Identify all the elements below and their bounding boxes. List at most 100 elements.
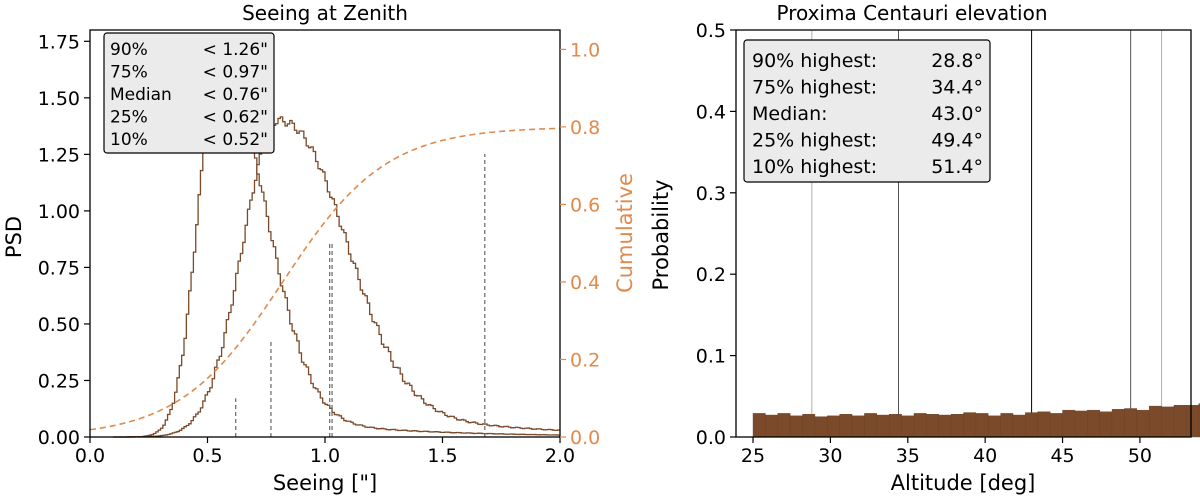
seeing-legend-label: 90% (110, 40, 148, 60)
elevation-x-tick-label: 40 (973, 445, 997, 467)
seeing-cumulative-axis: 0.0 0.2 0.4 0.6 0.8 1.0 (560, 39, 600, 449)
seeing-x-tick-label: 2.0 (545, 445, 575, 467)
elevation-bar (1111, 409, 1125, 438)
elevation-bar (1099, 411, 1113, 438)
seeing-histogram-series (112, 116, 560, 438)
seeing-legend-value: < 0.62" (203, 108, 268, 128)
seeing-legend-label: Median (110, 85, 172, 105)
seeing-legend-box (103, 32, 275, 154)
elevation-legend-value: 51.4° (931, 156, 983, 178)
elevation-bar (765, 414, 778, 438)
seeing-legend-value: < 0.76" (203, 85, 268, 105)
elevation-legend-box (743, 39, 991, 183)
elevation-legend-label: 90% highest: (752, 50, 877, 72)
elevation-y-tick-label: 0.3 (696, 183, 726, 205)
elevation-bar (901, 415, 915, 438)
elevation-bar (839, 414, 853, 438)
seeing-y2-tick-label: 0.6 (570, 194, 600, 216)
elevation-y-tick-label: 0.5 (696, 20, 726, 42)
elevation-chart: Proxima Centauri elevation 25 30 35 40 45 50 … (649, 1, 1200, 495)
seeing-y-tick-label: 1.75 (38, 31, 80, 53)
elevation-y-axis: 0.0 0.1 0.2 0.3 0.4 0.5 (696, 20, 736, 449)
elevation-legend-label: 10% highest: (752, 156, 877, 178)
seeing-y2-tick-label: 0.0 (570, 427, 600, 449)
elevation-bar (1012, 414, 1026, 438)
elevation-bar (1049, 413, 1063, 438)
elevation-bar (789, 415, 803, 438)
elevation-x-tick-label: 50 (1128, 445, 1152, 467)
seeing-plot-area (89, 60, 561, 438)
seeing-legend-value: < 0.52" (203, 130, 268, 150)
elevation-bar (1198, 403, 1200, 438)
seeing-x-axis-label: Seeing ["] (273, 471, 377, 495)
elevation-bar (777, 413, 791, 438)
seeing-x-axis: 0.0 0.5 1.0 1.5 2.0 (75, 437, 575, 467)
elevation-bar (1149, 405, 1162, 438)
seeing-cumulative-curve (89, 127, 561, 431)
elevation-y-tick-label: 0.4 (696, 101, 726, 123)
elevation-bar (864, 413, 878, 438)
seeing-legend-label: 75% (110, 63, 148, 83)
elevation-x-tick-label: 45 (1050, 445, 1074, 467)
elevation-bar (926, 414, 939, 438)
seeing-y-tick-label: 0.25 (38, 370, 80, 392)
seeing-y-tick-label: 0.50 (38, 314, 80, 336)
elevation-x-axis: 25 30 35 40 45 50 (741, 437, 1152, 467)
seeing-y-tick-label: 1.00 (38, 201, 80, 223)
elevation-bar (1074, 410, 1088, 438)
elevation-bar (851, 415, 865, 438)
elevation-chart-title: Proxima Centauri elevation (776, 1, 1047, 25)
elevation-bar (1025, 412, 1038, 438)
elevation-bar (1186, 405, 1199, 438)
seeing-chart-title: Seeing at Zenith (242, 1, 408, 25)
elevation-bar (950, 414, 964, 438)
elevation-bar (938, 414, 952, 438)
seeing-x-tick-label: 1.5 (427, 445, 457, 467)
seeing-y-tick-label: 0.75 (38, 257, 80, 279)
elevation-legend-label: 75% highest: (752, 77, 877, 99)
seeing-chart: Seeing at Zenith 0.0 0.5 1.0 1.5 2.0 0.00 0.2… (2, 1, 637, 495)
elevation-legend-label: Median: (752, 103, 828, 125)
elevation-bar (1087, 409, 1100, 438)
seeing-x-tick-label: 0.0 (75, 445, 105, 467)
elevation-bar (876, 414, 890, 438)
elevation-legend-value: 43.0° (931, 103, 983, 125)
seeing-legend: 90% < 1.26" 75% < 0.97" Median < 0.76" 25% < 0.… (103, 32, 275, 154)
elevation-x-tick-label: 25 (741, 445, 765, 467)
elevation-legend-value: 28.8° (931, 50, 983, 72)
elevation-legend-value: 49.4° (931, 130, 983, 152)
elevation-y-tick-label: 0.0 (696, 427, 726, 449)
seeing-y-tick-label: 1.50 (38, 88, 80, 110)
elevation-bar (1000, 413, 1014, 438)
elevation-bar (975, 413, 989, 438)
elevation-bar (1161, 406, 1175, 438)
elevation-y-tick-label: 0.2 (696, 264, 726, 286)
elevation-bar (889, 414, 902, 438)
elevation-y-axis-label: Probability (649, 179, 673, 290)
seeing-legend-label: 10% (110, 130, 148, 150)
elevation-bar (1037, 411, 1051, 438)
seeing-x-tick-label: 0.5 (192, 445, 222, 467)
elevation-x-axis-label: Altitude [deg] (891, 471, 1036, 495)
seeing-legend-label: 25% (110, 108, 148, 128)
seeing-y2-tick-label: 0.8 (570, 117, 600, 139)
elevation-plot-frame (735, 29, 1192, 438)
elevation-bar (1124, 408, 1138, 438)
elevation-legend-label: 25% highest: (752, 130, 877, 152)
seeing-y-tick-label: 0.00 (38, 427, 80, 449)
seeing-y2-tick-label: 1.0 (570, 39, 600, 61)
elevation-bar (1173, 405, 1187, 438)
seeing-y-axis: 0.00 0.25 0.50 0.75 1.00 1.25 1.50 1.75 (38, 31, 90, 449)
seeing-x-tick-label: 1.0 (310, 445, 340, 467)
elevation-x-tick-label: 30 (818, 445, 842, 467)
elevation-bar (814, 416, 828, 438)
seeing-legend-value: < 1.26" (203, 40, 268, 60)
seeing-y2-axis-label: Cumulative (613, 173, 637, 293)
seeing-legend-value: < 0.97" (203, 63, 268, 83)
elevation-bar (963, 412, 977, 438)
seeing-y-axis-label: PSD (2, 216, 26, 258)
elevation-bar (802, 414, 816, 438)
elevation-y-tick-label: 0.1 (696, 346, 726, 368)
elevation-x-tick-label: 35 (896, 445, 920, 467)
